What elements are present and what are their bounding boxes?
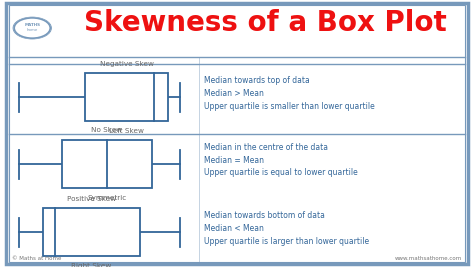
Text: Right Skew: Right Skew [71,263,111,267]
Text: Left Skew: Left Skew [109,128,144,134]
Text: Median = Mean: Median = Mean [204,156,264,165]
Text: Median towards top of data: Median towards top of data [204,76,310,85]
Text: Median < Mean: Median < Mean [204,224,264,233]
Text: Median towards bottom of data: Median towards bottom of data [204,211,325,220]
Text: Symmetric: Symmetric [87,195,126,201]
FancyBboxPatch shape [6,3,468,264]
Circle shape [13,17,51,39]
Text: © Maths at Home: © Maths at Home [12,256,61,261]
Bar [62,140,152,188]
Text: www.mathsathome.com: www.mathsathome.com [395,256,462,261]
Circle shape [14,18,50,38]
Text: Upper quartile is smaller than lower quartile: Upper quartile is smaller than lower qua… [204,102,374,111]
Text: Upper quartile is larger than lower quartile: Upper quartile is larger than lower quar… [204,237,369,246]
Text: Median > Mean: Median > Mean [204,89,264,98]
Text: No Skew: No Skew [91,128,122,134]
Text: Skewness of a Box Plot: Skewness of a Box Plot [84,9,447,37]
Bar [43,208,140,256]
Text: Negative Skew: Negative Skew [100,61,154,67]
Bar [85,73,168,121]
Text: MATHS: MATHS [24,23,40,27]
Text: Upper quartile is equal to lower quartile: Upper quartile is equal to lower quartil… [204,168,357,178]
FancyBboxPatch shape [9,5,465,262]
Text: Median in the centre of the data: Median in the centre of the data [204,143,328,152]
Text: Positive Skew: Positive Skew [67,196,116,202]
Text: home: home [27,28,38,32]
